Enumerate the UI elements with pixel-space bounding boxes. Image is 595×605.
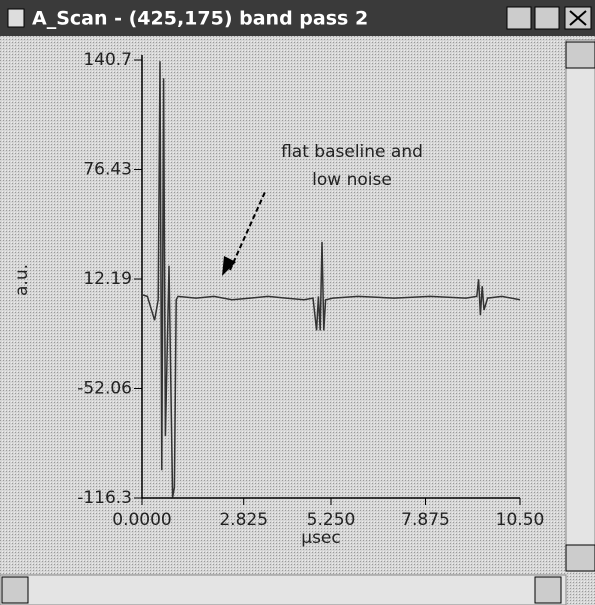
vertical-scrollbar[interactable] bbox=[565, 39, 595, 571]
y-tick-label: 12.19 bbox=[83, 269, 132, 289]
signal-line bbox=[141, 61, 521, 498]
scroll-up-button[interactable] bbox=[565, 41, 595, 69]
minimize-button[interactable] bbox=[506, 6, 532, 30]
x-tick-label: 5.250 bbox=[307, 510, 356, 530]
horizontal-scrollbar[interactable] bbox=[0, 574, 567, 605]
y-tick-label: -116.3 bbox=[77, 488, 132, 508]
x-tick-label: 2.825 bbox=[219, 510, 268, 530]
x-axis-label: µsec bbox=[301, 528, 340, 548]
y-tick-label: 140.7 bbox=[83, 50, 132, 70]
y-tick-label: 76.43 bbox=[83, 160, 132, 180]
annotation-arrow bbox=[229, 191, 266, 271]
y-axis-label: a.u. bbox=[12, 264, 32, 296]
close-icon bbox=[569, 10, 587, 26]
title-bar bbox=[0, 0, 595, 36]
annotation: flat baseline and bbox=[281, 142, 423, 162]
y-tick-label: -52.06 bbox=[77, 379, 132, 399]
window-icon bbox=[7, 8, 25, 28]
scroll-down-button[interactable] bbox=[565, 544, 595, 572]
x-tick-label: 0.0000 bbox=[112, 510, 171, 530]
annotation: low noise bbox=[312, 170, 392, 190]
x-tick-label: 7.875 bbox=[401, 510, 450, 530]
x-tick-label: 10.50 bbox=[496, 510, 545, 530]
arrow-head bbox=[222, 256, 236, 276]
window-title: A_Scan - (425,175) band pass 2 bbox=[32, 8, 368, 30]
maximize-button[interactable] bbox=[534, 6, 560, 30]
scroll-left-button[interactable] bbox=[1, 576, 29, 604]
scroll-right-button[interactable] bbox=[534, 576, 562, 604]
